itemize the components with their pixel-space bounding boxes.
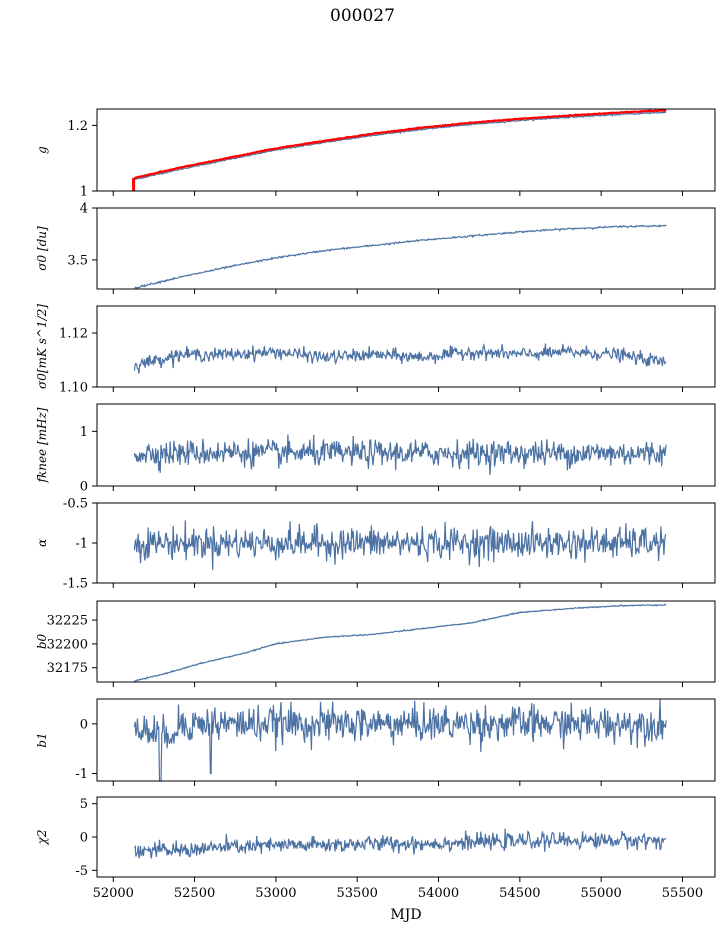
y-tick-label: -0.5 bbox=[63, 497, 88, 512]
series-line bbox=[134, 603, 667, 682]
y-tick-label: 5 bbox=[80, 797, 88, 812]
axes-frame bbox=[96, 600, 716, 683]
y-axis-label: b1 bbox=[35, 732, 49, 747]
y-tick-label: 0 bbox=[80, 831, 88, 846]
x-tick-label: 55000 bbox=[580, 886, 621, 901]
x-tick-label: 53500 bbox=[337, 886, 378, 901]
y-tick-label: 4 bbox=[80, 202, 88, 217]
series-line bbox=[133, 520, 667, 571]
y-tick-label: 3.5 bbox=[67, 253, 88, 268]
panel-2: 3.5 4 σ0 [du] bbox=[35, 202, 716, 294]
y-axis-label: g bbox=[35, 146, 49, 154]
x-tick-label: 55500 bbox=[662, 886, 703, 901]
axes-frame bbox=[96, 207, 716, 290]
panel-1: 1 1.2 g bbox=[35, 108, 716, 200]
panel-6: 32175 32200 32225 b0 bbox=[35, 600, 716, 687]
y-tick-label: 0 bbox=[80, 480, 88, 495]
y-tick-label: 1.12 bbox=[59, 327, 88, 342]
series-line bbox=[133, 699, 667, 782]
series-line bbox=[133, 434, 667, 476]
y-tick-label: -1 bbox=[75, 537, 88, 552]
axes-frame bbox=[96, 108, 716, 192]
y-tick-label: 32200 bbox=[47, 637, 88, 652]
y-tick-label: 1 bbox=[80, 425, 88, 440]
panel-7: -1 0 b1 bbox=[35, 698, 716, 786]
y-axis-label: σ0 [du] bbox=[35, 226, 49, 271]
y-axis-label: α bbox=[35, 539, 49, 547]
axes-frame bbox=[96, 403, 716, 487]
axes-frame bbox=[96, 305, 716, 388]
y-tick-label: -1 bbox=[75, 767, 88, 782]
y-axis-label: σ0[mK s^1/2] bbox=[35, 304, 49, 389]
y-tick-label: 1.10 bbox=[59, 381, 88, 396]
panel-3: 1.10 1.12 σ0[mK s^1/2] bbox=[35, 304, 716, 396]
reference-line bbox=[134, 109, 667, 179]
y-tick-label: 1 bbox=[80, 185, 88, 200]
y-axis-label: fknee [mHz] bbox=[35, 407, 49, 483]
x-tick-label: 54500 bbox=[499, 886, 540, 901]
panel-5: -1.5 -1 -0.5 α bbox=[35, 497, 716, 592]
series-line bbox=[134, 224, 667, 289]
x-tick-label: 54000 bbox=[418, 886, 459, 901]
series-line bbox=[134, 111, 667, 181]
panel-4: 0 1 fknee [mHz] bbox=[35, 403, 716, 495]
y-tick-label: 1.2 bbox=[67, 119, 88, 134]
x-tick-label: 52500 bbox=[174, 886, 215, 901]
axes-frame bbox=[96, 698, 716, 782]
figure-title: 000027 bbox=[330, 6, 395, 26]
y-tick-label: 0 bbox=[80, 717, 88, 732]
series-line bbox=[133, 828, 667, 859]
y-tick-label: 32175 bbox=[47, 661, 88, 676]
series-line bbox=[133, 343, 667, 374]
panel-8: -5 0 5 χ2 bbox=[35, 796, 716, 882]
x-tick-label: 52000 bbox=[93, 886, 134, 901]
y-axis-label: χ2 bbox=[35, 830, 49, 846]
x-tick-label: 53000 bbox=[255, 886, 296, 901]
y-tick-label: -1.5 bbox=[63, 577, 88, 592]
y-tick-label: 32225 bbox=[47, 614, 88, 629]
axes-frame bbox=[96, 796, 716, 878]
y-axis-label: b0 bbox=[35, 633, 49, 649]
x-axis-label: MJD bbox=[390, 907, 421, 923]
y-tick-label: -5 bbox=[75, 864, 88, 879]
